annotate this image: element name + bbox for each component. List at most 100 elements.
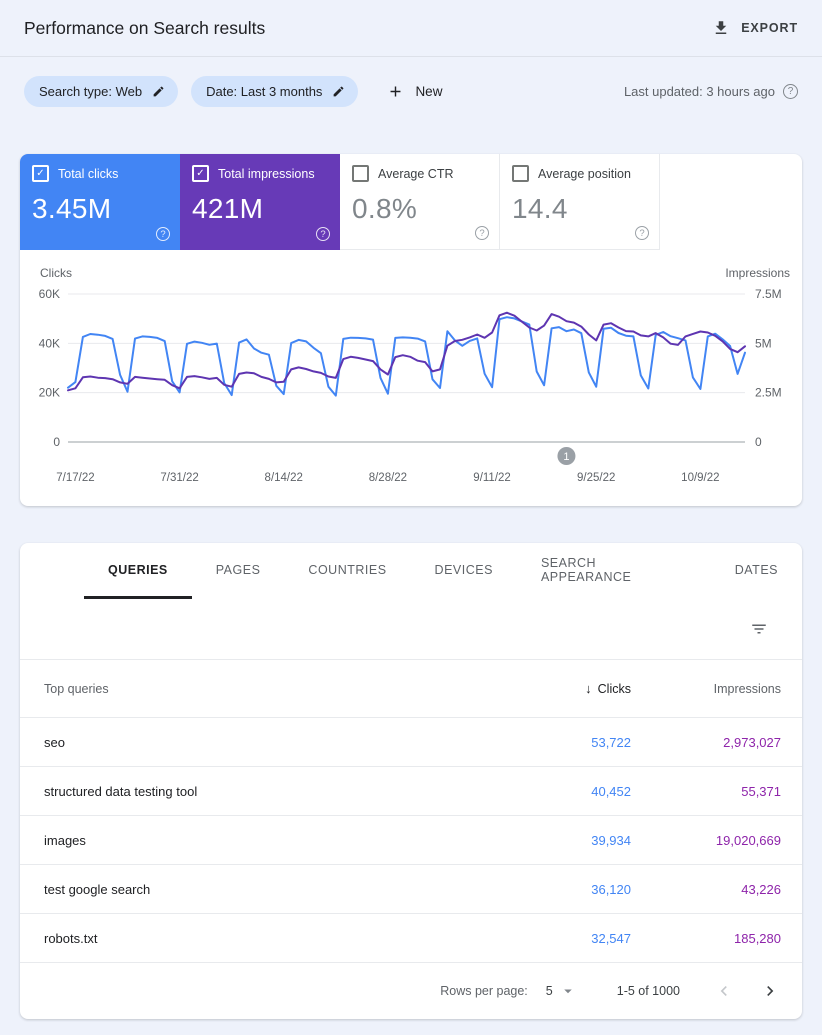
clicks-cell: 32,547 [591,930,631,946]
clicks-cell: 36,120 [591,881,631,897]
table-row[interactable]: seo 53,722 2,973,027 [20,718,802,767]
new-filter-button[interactable]: New [387,83,442,100]
left-axis-tick: 60K [39,287,60,301]
metric-card-total-impressions[interactable]: ✓ Total impressions 421M [180,154,340,250]
tab-search-appearance[interactable]: SEARCH APPEARANCE [517,543,711,599]
metric-value: 14.4 [512,193,568,224]
tab-label: COUNTRIES [308,562,387,577]
metric-card-total-clicks[interactable]: ✓ Total clicks 3.45M [20,154,180,250]
metric-checkbox[interactable] [512,165,529,182]
clicks-line [67,316,746,397]
tab-label: QUERIES [108,562,168,577]
chip-label: Date: Last 3 months [206,84,323,99]
impressions-cell: 185,280 [734,930,781,946]
page-title: Performance on Search results [24,17,266,38]
impressions-line [67,311,746,392]
edit-pencil-icon[interactable] [152,85,165,98]
annotation-label: 1 [563,451,569,463]
table-filter-row [20,599,802,660]
pagination-range: 1-5 of 1000 [616,984,680,998]
metric-card-average-position[interactable]: Average position 14.4 [500,154,660,250]
left-axis-tick: 0 [53,435,60,449]
search-type-chip[interactable]: Search type: Web [24,76,179,107]
dimension-tabs: QUERIES PAGES COUNTRIES DEVICES SEARCH APPEA… [20,543,802,599]
tab-devices[interactable]: DEVICES [411,543,517,599]
query-cell: robots.txt [44,930,98,946]
download-icon [712,19,730,37]
date-range-chip[interactable]: Date: Last 3 months [191,76,359,107]
metric-value: 3.45M [32,193,112,224]
table-body: seo 53,722 2,973,027 structured data tes… [20,718,802,963]
rows-per-page-label: Rows per page: [440,984,528,998]
next-page-icon[interactable] [760,981,780,1001]
rows-per-page-select[interactable]: 5 [545,984,553,998]
impressions-cell: 43,226 [741,881,781,897]
x-axis-tick: 9/25/22 [577,472,615,484]
table-header-row: Top queries ↓ Clicks Impressions [20,660,802,718]
impressions-cell: 55,371 [741,783,781,799]
x-axis-tick: 9/11/22 [473,472,511,484]
clicks-cell: 40,452 [591,783,631,799]
help-circle-icon[interactable] [316,227,330,241]
tab-pages[interactable]: PAGES [192,543,285,599]
new-label: New [415,84,443,99]
metric-value: 0.8% [352,193,418,224]
metric-card-average-ctr[interactable]: Average CTR 0.8% [340,154,500,250]
filter-bar: Search type: Web Date: Last 3 months New… [0,57,822,107]
tab-queries[interactable]: QUERIES [84,543,192,599]
query-cell: images [44,832,86,848]
query-cell: structured data testing tool [44,783,198,799]
impressions-header[interactable]: Impressions [713,681,781,696]
last-updated-text: Last updated: 3 hours ago [623,84,775,99]
table-row[interactable]: images 39,934 19,020,669 [20,816,802,865]
previous-page-icon[interactable] [714,981,734,1001]
left-axis-tick: 20K [39,386,60,400]
tab-label: DATES [734,562,778,577]
query-cell: test google search [44,881,151,897]
x-axis-tick: 8/28/22 [369,472,407,484]
sort-descending-icon: ↓ [585,681,592,696]
table-row[interactable]: structured data testing tool 40,452 55,3… [20,767,802,816]
metric-value: 421M [192,193,264,224]
clicks-cell: 53,722 [591,734,631,750]
impressions-cell: 2,973,027 [723,734,781,750]
x-axis-tick: 7/31/22 [160,472,198,484]
clicks-header[interactable]: ↓ Clicks [585,681,631,696]
pagination-bar: Rows per page: 5 1-5 of 1000 [20,963,802,1019]
plus-icon [387,83,404,100]
queries-table-card: QUERIES PAGES COUNTRIES DEVICES SEARCH APPEA… [20,543,802,1019]
x-axis-tick: 10/9/22 [681,472,719,484]
top-queries-header: Top queries [44,681,109,696]
right-axis-tick: 7.5M [755,287,782,301]
metric-checkbox[interactable]: ✓ [32,165,49,182]
help-circle-icon[interactable] [635,226,649,240]
help-circle-icon[interactable] [783,84,798,99]
tab-countries[interactable]: COUNTRIES [284,543,410,599]
help-circle-icon[interactable] [156,227,170,241]
query-cell: seo [44,734,65,750]
tab-dates[interactable]: DATES [711,543,802,599]
page-header: Performance on Search results EXPORT [0,0,822,57]
metric-checkbox[interactable]: ✓ [192,165,209,182]
metric-label: Average CTR [378,166,454,181]
dropdown-arrow-icon[interactable] [559,982,577,1000]
x-axis-tick: 8/14/22 [265,472,303,484]
metric-label: Total clicks [58,166,119,181]
clicks-cell: 39,934 [591,832,631,848]
table-row[interactable]: test google search 36,120 43,226 [20,865,802,914]
filter-list-icon[interactable] [750,620,768,638]
export-label: EXPORT [741,21,798,35]
performance-chart-card: ✓ Total clicks 3.45M ✓ Total impressions… [20,154,802,506]
edit-pencil-icon[interactable] [332,85,345,98]
help-circle-icon[interactable] [475,226,489,240]
table-row[interactable]: robots.txt 32,547 185,280 [20,914,802,963]
performance-chart[interactable]: 60K 7.5M 40K 5M 20K 2.5M 0 0 Clicks Impressions 7/… [20,250,802,506]
left-axis-title: Clicks [40,266,72,280]
export-button[interactable]: EXPORT [712,19,798,37]
chip-label: Search type: Web [39,84,143,99]
right-axis-tick: 2.5M [755,386,782,400]
metric-label: Average position [538,166,631,181]
metric-checkbox[interactable] [352,165,369,182]
right-axis-tick: 0 [755,435,762,449]
annotation-marker[interactable] [557,447,576,465]
